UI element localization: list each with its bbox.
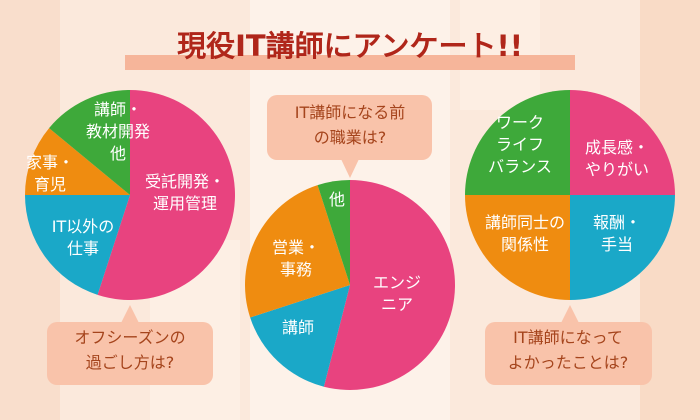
pie-slice: [245, 185, 350, 318]
slice-label: ニア: [381, 295, 413, 314]
pie-slice: [97, 90, 236, 300]
callout-pointer: [561, 305, 579, 323]
slice-label: 他: [110, 144, 126, 163]
slice-label: ライフ: [496, 135, 544, 154]
callout-pointer: [341, 159, 359, 178]
pie-slice: [323, 180, 456, 390]
chart-title: IT講師になる前: [295, 103, 406, 122]
slice-label: やりがい: [585, 160, 649, 179]
slice-label: エンジ: [373, 273, 421, 292]
pie-slice: [250, 285, 350, 387]
pie-slice: [317, 180, 350, 285]
slice-label: 家事・: [26, 153, 74, 172]
pie-slice: [465, 90, 570, 195]
slice-label: 関係性: [501, 235, 549, 254]
chart-title: の職業は?: [314, 128, 387, 147]
slice-label: IT以外の: [52, 217, 115, 236]
callout-box: [485, 322, 652, 385]
pie-slice: [49, 90, 130, 195]
slice-label: 他: [329, 190, 345, 209]
slice-label: 運用管理: [153, 194, 217, 213]
slice-label: 事務: [280, 260, 312, 279]
chart-title: よかったことは?: [508, 353, 629, 372]
slice-label: 手当: [601, 235, 633, 254]
slice-label: 報酬・: [593, 213, 641, 232]
slice-label: 育児: [34, 175, 66, 194]
slice-label: バランス: [488, 157, 552, 176]
pie-slice: [25, 128, 130, 195]
pie-slice: [570, 90, 675, 195]
slice-label: 講師: [282, 318, 314, 337]
chart-title: オフシーズンの: [74, 328, 185, 347]
slice-label: ワーク: [496, 113, 544, 132]
slice-label: 成長感・: [585, 138, 649, 157]
callout-pointer: [121, 305, 139, 323]
pie-slice: [570, 195, 675, 300]
slice-label: 講師同士の: [485, 213, 565, 232]
callout-box: [267, 95, 432, 160]
page-title: 現役IT講師にアンケート!!: [177, 29, 523, 63]
slice-label: 講師・: [94, 100, 142, 119]
chart-title: IT講師になって: [513, 328, 623, 347]
callout-box: [47, 322, 213, 385]
slice-label: 教材開発: [86, 122, 150, 141]
chart-title: 過ごし方は?: [86, 353, 175, 372]
title-banner: 現役IT講師にアンケート!!: [125, 29, 575, 70]
slice-label: 仕事: [67, 239, 99, 258]
title-underline: [125, 55, 575, 70]
slice-label: 営業・: [272, 238, 320, 257]
pie-slice: [465, 195, 570, 300]
slice-label: 受託開発・: [145, 172, 225, 191]
pie-slice: [25, 195, 130, 295]
